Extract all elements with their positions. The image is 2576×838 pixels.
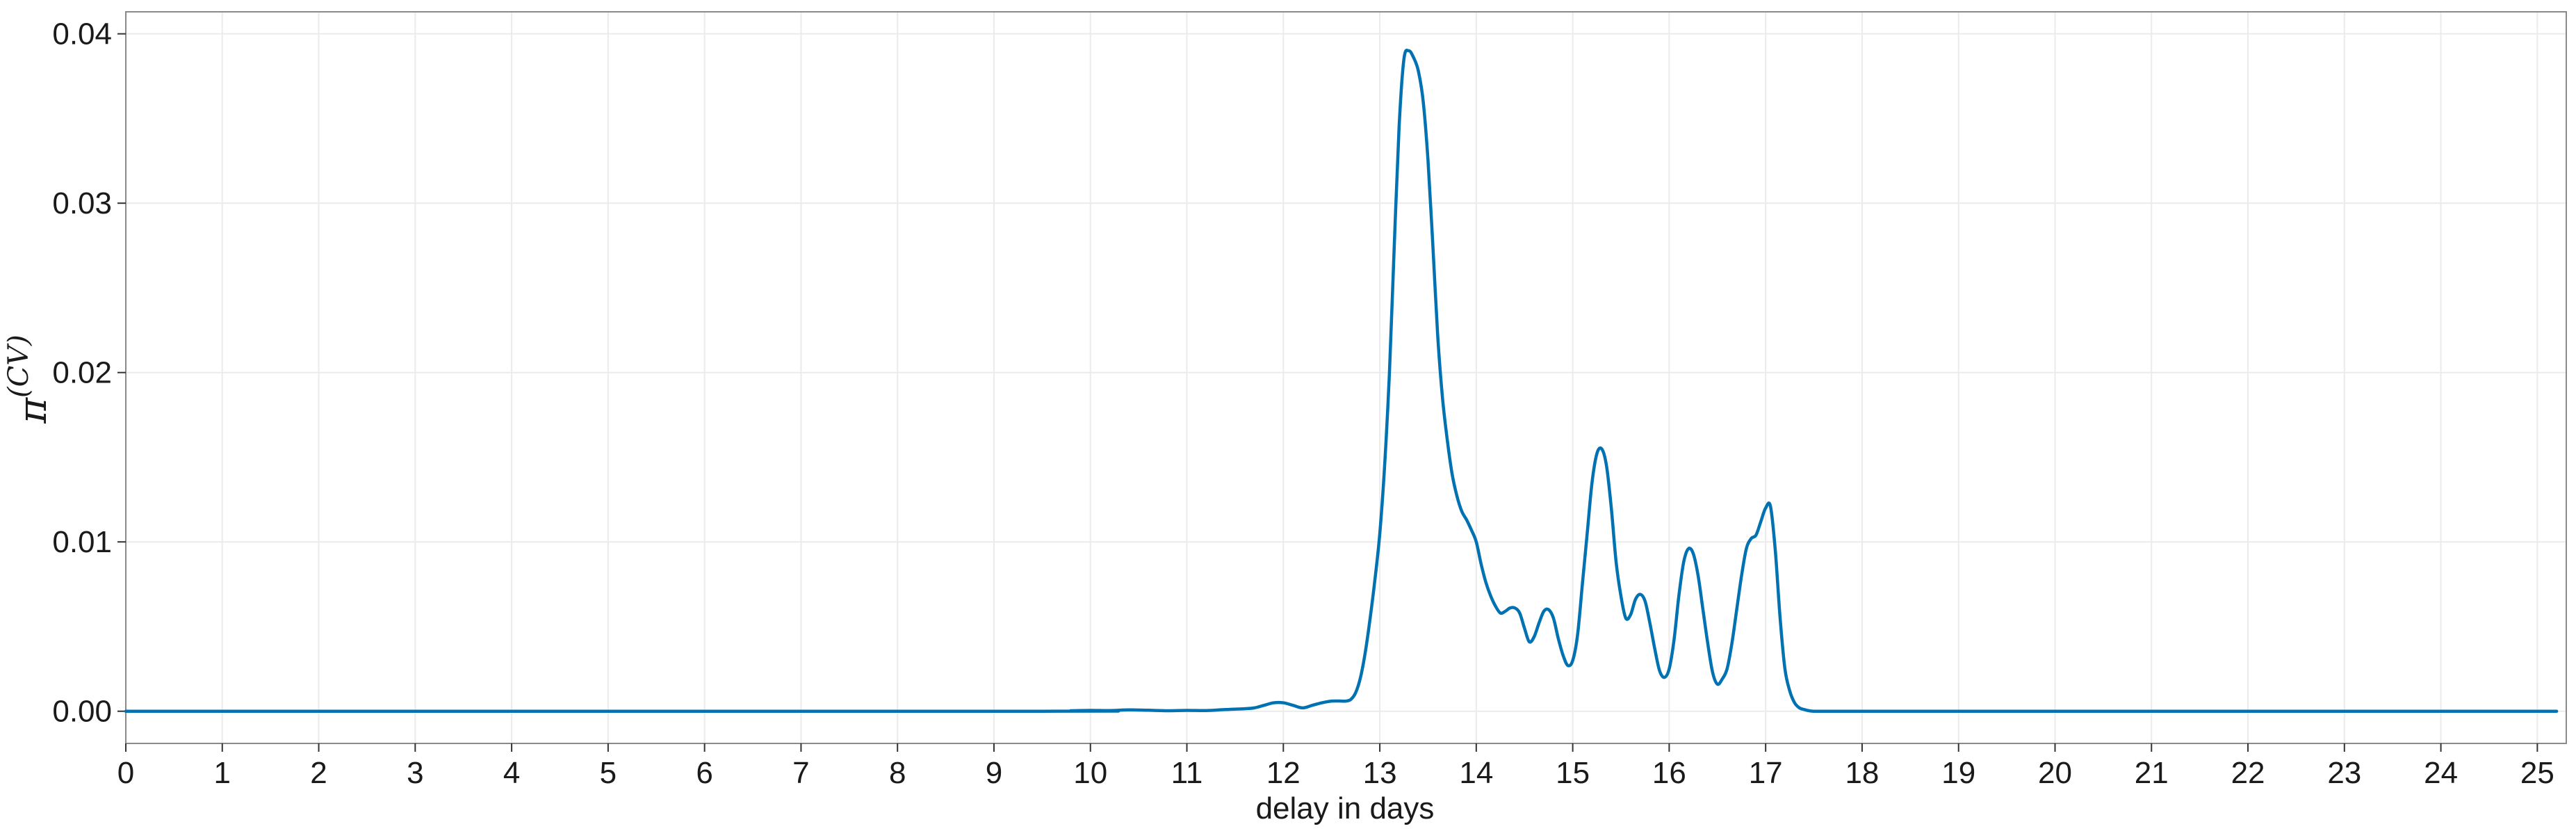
x-tick-label: 9 bbox=[986, 756, 1002, 790]
x-tick-label: 6 bbox=[696, 756, 712, 790]
x-tick-label: 7 bbox=[792, 756, 809, 790]
y-axis-title-superscript: (CV) bbox=[3, 335, 35, 398]
x-tick-label: 8 bbox=[889, 756, 906, 790]
x-tick-label: 12 bbox=[1266, 756, 1301, 790]
svg-text:π(CV): π(CV) bbox=[3, 335, 56, 424]
x-tick-label: 25 bbox=[2520, 756, 2554, 790]
y-tick-label: 0.04 bbox=[52, 17, 112, 51]
series-line bbox=[124, 49, 2559, 714]
x-tick-label: 17 bbox=[1749, 756, 1783, 790]
x-tick-label: 15 bbox=[1556, 756, 1590, 790]
x-tick-label: 16 bbox=[1652, 756, 1686, 790]
x-tick-label: 2 bbox=[310, 756, 327, 790]
x-tick-label: 20 bbox=[2038, 756, 2072, 790]
x-tick-label: 19 bbox=[1941, 756, 1975, 790]
x-tick-label: 3 bbox=[407, 756, 423, 790]
plot-frame bbox=[125, 11, 2567, 744]
series-layer bbox=[124, 49, 2559, 714]
x-tick-label: 11 bbox=[1171, 756, 1203, 790]
x-tick-label: 21 bbox=[2135, 756, 2169, 790]
x-tick-label: 22 bbox=[2231, 756, 2265, 790]
x-tick-label: 10 bbox=[1073, 756, 1107, 790]
x-tick-label: 14 bbox=[1459, 756, 1493, 790]
x-axis-title: delay in days bbox=[1256, 791, 1435, 825]
x-tick-label: 5 bbox=[600, 756, 617, 790]
y-ticks: 0.00 0.01 0.02 0.03 0.04 bbox=[52, 17, 126, 729]
x-tick-label: 4 bbox=[503, 756, 520, 790]
y-tick-label: 0.03 bbox=[52, 186, 112, 220]
x-tick-label: 13 bbox=[1363, 756, 1397, 790]
y-axis-title-base: π bbox=[10, 397, 56, 424]
plot-background bbox=[126, 12, 2566, 743]
x-tick-label: 0 bbox=[117, 756, 134, 790]
x-tick-label: 18 bbox=[1845, 756, 1879, 790]
y-tick-label: 0.02 bbox=[52, 356, 112, 390]
y-axis-title: π(CV) bbox=[3, 335, 56, 424]
x-ticks: 0 1 2 3 4 5 6 7 8 9 10 11 12 13 14 15 16 17 18 19 20 21 22 23 24… bbox=[117, 743, 2554, 790]
x-tick-label: 1 bbox=[214, 756, 231, 790]
x-tick-label: 24 bbox=[2424, 756, 2458, 790]
y-tick-label: 0.01 bbox=[52, 525, 112, 559]
x-tick-label: 23 bbox=[2327, 756, 2361, 790]
y-tick-label: 0.00 bbox=[52, 695, 112, 729]
